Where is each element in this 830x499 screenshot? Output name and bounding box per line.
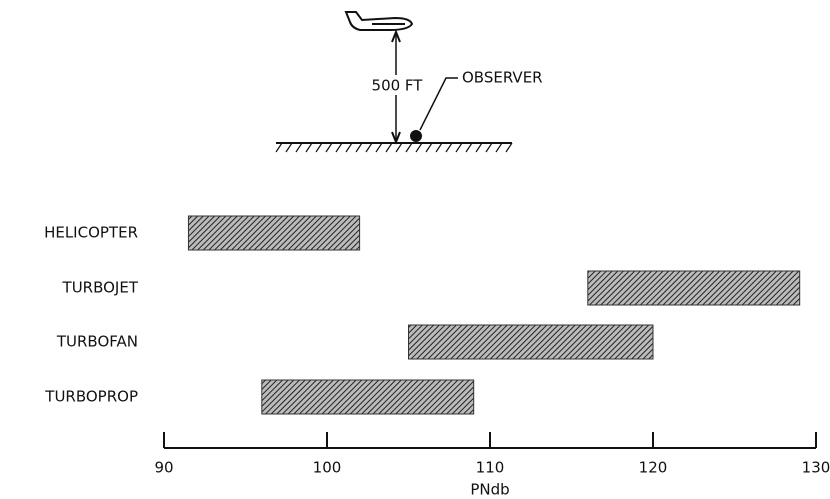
airplane [344, 11, 414, 31]
label-bg [368, 75, 426, 95]
range-bar [408, 324, 654, 360]
y-tick-label: TURBOJET [62, 279, 139, 297]
y-tick-label: TURBOFAN [56, 333, 138, 351]
x-tick-label: 120 [639, 459, 668, 477]
x-tick-label: 130 [802, 459, 830, 477]
x-axis-label: PNdb [470, 481, 509, 499]
range-bar [587, 270, 801, 306]
range-bar [261, 379, 475, 415]
observer-dot [410, 130, 422, 142]
x-tick-label: 90 [154, 459, 173, 477]
ground-hatch [275, 142, 513, 153]
x-tick-label: 110 [476, 459, 505, 477]
illustration [275, 11, 513, 153]
x-tick-label: 100 [313, 459, 342, 477]
y-tick-label: TURBOPROP [44, 388, 138, 406]
observer-label: OBSERVER [462, 69, 543, 87]
range-bar [187, 215, 361, 251]
observer-leader [419, 77, 458, 131]
y-tick-label: HELICOPTER [44, 224, 138, 242]
height-label: 500 FT [372, 77, 424, 95]
